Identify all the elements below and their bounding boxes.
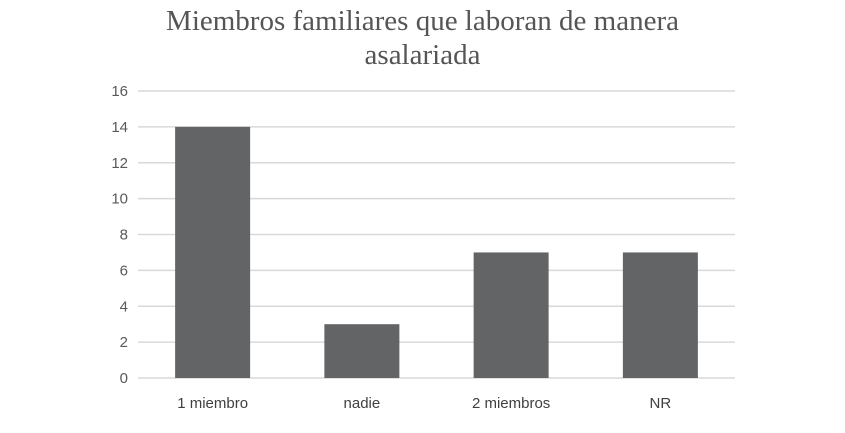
bars xyxy=(175,126,698,378)
y-tick-label: 10 xyxy=(111,191,128,208)
y-tick-label: 16 xyxy=(111,83,128,100)
chart-title-line-1: Miembros familiares que laboran de maner… xyxy=(166,5,679,37)
x-category-label: 2 miembros xyxy=(472,395,550,412)
bar-3 xyxy=(622,252,698,378)
bar-0 xyxy=(175,126,251,378)
y-tick-label: 0 xyxy=(120,370,128,387)
bar-2 xyxy=(473,252,549,378)
x-category-label: NR xyxy=(650,395,672,412)
chart-title-line-2: asalariada xyxy=(364,39,481,71)
y-tick-label: 4 xyxy=(120,298,128,315)
y-tick-label: 6 xyxy=(120,262,128,279)
x-category-label: nadie xyxy=(344,395,381,412)
y-axis-ticks: 0 2 4 6 8 10 12 14 16 xyxy=(111,83,128,387)
bar-1 xyxy=(324,324,400,378)
x-category-label: 1 miembro xyxy=(177,395,248,412)
y-tick-label: 8 xyxy=(120,227,128,244)
y-tick-label: 2 xyxy=(120,334,128,351)
y-tick-label: 12 xyxy=(111,155,128,172)
chart-title: Miembros familiares que laboran de maner… xyxy=(0,4,845,72)
x-axis-labels: 1 miembro nadie 2 miembros NR xyxy=(177,395,671,412)
y-tick-label: 14 xyxy=(111,119,128,136)
